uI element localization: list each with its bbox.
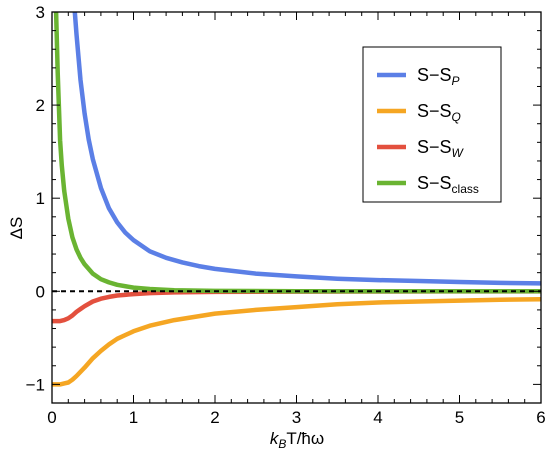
legend-entry-label: S−SQ (417, 101, 461, 124)
x-tick-label: 6 (536, 408, 545, 427)
x-tick-label: 2 (210, 408, 219, 427)
x-axis-label: kBT/ħω (270, 429, 324, 451)
x-tick-label: 5 (455, 408, 464, 427)
series-line-class (53, 12, 541, 294)
curves-layer (52, 12, 541, 387)
x-tick-label: 4 (373, 408, 382, 427)
legend-entry-label: S−SP (417, 65, 460, 88)
x-tick-label: 3 (292, 408, 301, 427)
legend-entry-label: S−SW (417, 137, 465, 160)
y-axis-label: ΔS (7, 217, 26, 240)
y-tick-label: 1 (36, 189, 45, 208)
series-line-Q (52, 296, 541, 387)
series-line-P (72, 12, 541, 286)
legend-entry-label: S−Sclass (417, 173, 479, 196)
y-tick-label: 0 (36, 282, 45, 301)
y-tick-label: 2 (36, 96, 45, 115)
x-tick-label: 0 (47, 408, 56, 427)
ticks-layer (51, 11, 542, 404)
x-tick-label: 1 (129, 408, 138, 427)
legend-items: S−SP S−SQ S−SW S−Sclass (377, 65, 479, 196)
legend: S−SP S−SQ S−SW S−Sclass (362, 46, 502, 203)
y-tick-label: −1 (26, 375, 45, 394)
y-tick-label: 3 (36, 3, 45, 22)
